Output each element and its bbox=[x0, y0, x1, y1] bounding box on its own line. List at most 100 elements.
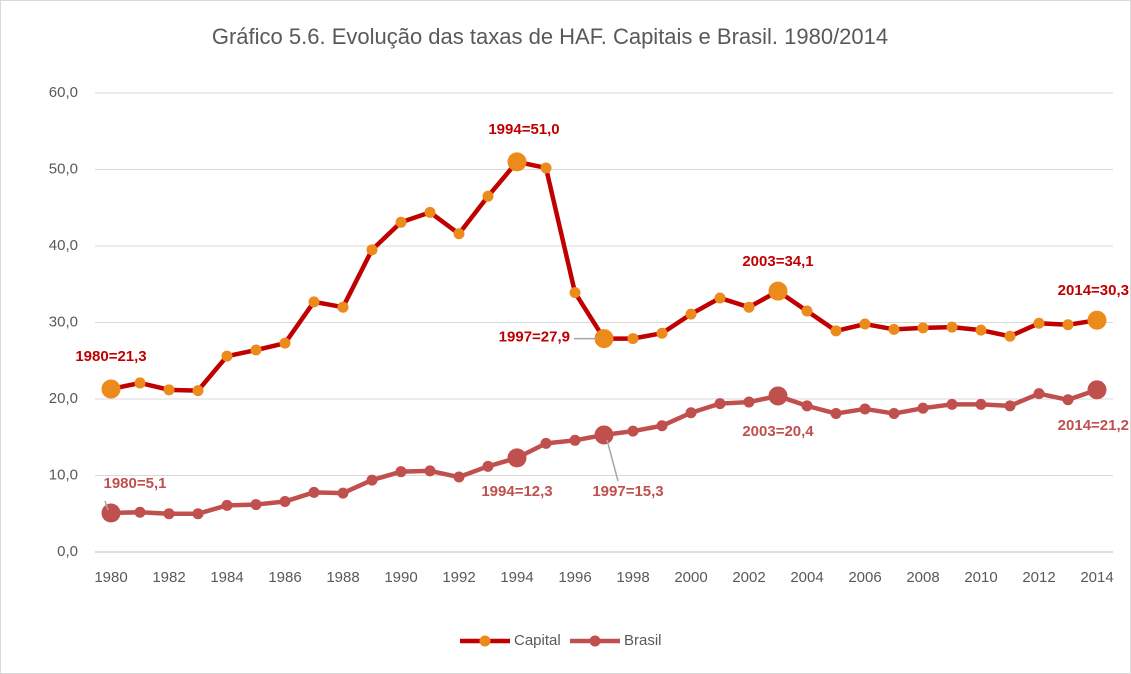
marker bbox=[221, 350, 233, 362]
x-tick-label: 2012 bbox=[1022, 569, 1055, 586]
marker bbox=[859, 403, 871, 415]
data-label: 1980=21,3 bbox=[75, 348, 146, 365]
marker bbox=[946, 398, 958, 410]
marker bbox=[1087, 310, 1107, 330]
x-tick-label: 1998 bbox=[616, 569, 649, 586]
data-label: 2003=20,4 bbox=[742, 423, 814, 440]
data-label: 2014=21,2 bbox=[1058, 417, 1129, 434]
x-tick-label: 1990 bbox=[384, 569, 417, 586]
marker bbox=[1004, 330, 1016, 342]
marker bbox=[279, 337, 291, 349]
legend-label: Brasil bbox=[624, 632, 662, 649]
marker bbox=[685, 308, 697, 320]
marker bbox=[917, 322, 929, 334]
x-tick-label: 1984 bbox=[210, 569, 243, 586]
marker bbox=[1062, 319, 1074, 331]
marker bbox=[366, 244, 378, 256]
marker bbox=[627, 425, 639, 437]
marker bbox=[279, 496, 291, 508]
chart-title: Gráfico 5.6. Evolução das taxas de HAF. … bbox=[212, 24, 888, 49]
marker bbox=[830, 408, 842, 420]
y-tick-label: 40,0 bbox=[49, 237, 78, 254]
marker bbox=[1087, 380, 1107, 400]
x-tick-label: 1988 bbox=[326, 569, 359, 586]
marker bbox=[192, 508, 204, 520]
marker bbox=[714, 292, 726, 304]
marker bbox=[975, 324, 987, 336]
marker bbox=[250, 499, 262, 511]
marker bbox=[424, 206, 436, 218]
x-tick-label: 2006 bbox=[848, 569, 881, 586]
marker bbox=[308, 486, 320, 498]
marker bbox=[656, 420, 668, 432]
legend-label: Capital bbox=[514, 632, 561, 649]
marker bbox=[569, 434, 581, 446]
marker bbox=[482, 190, 494, 202]
data-label: 2014=30,3 bbox=[1058, 282, 1129, 299]
x-tick-label: 2004 bbox=[790, 569, 823, 586]
data-label: 2003=34,1 bbox=[742, 253, 813, 270]
marker bbox=[656, 327, 668, 339]
x-tick-label: 1994 bbox=[500, 569, 533, 586]
marker bbox=[540, 162, 552, 174]
marker bbox=[250, 344, 262, 356]
marker bbox=[768, 386, 788, 406]
marker bbox=[101, 503, 121, 523]
marker bbox=[685, 407, 697, 419]
marker bbox=[163, 508, 175, 520]
marker bbox=[163, 384, 175, 396]
marker bbox=[888, 408, 900, 420]
marker bbox=[1033, 317, 1045, 329]
marker bbox=[192, 385, 204, 397]
marker bbox=[395, 466, 407, 478]
x-tick-label: 2002 bbox=[732, 569, 765, 586]
marker bbox=[594, 329, 614, 349]
marker bbox=[917, 402, 929, 414]
marker bbox=[453, 471, 465, 483]
leader-line bbox=[606, 439, 619, 482]
y-tick-label: 20,0 bbox=[49, 390, 78, 407]
legend-marker bbox=[589, 635, 601, 647]
marker bbox=[337, 301, 349, 313]
x-tick-label: 1980 bbox=[94, 569, 127, 586]
x-tick-label: 1996 bbox=[558, 569, 591, 586]
y-tick-label: 10,0 bbox=[49, 466, 78, 483]
marker bbox=[743, 301, 755, 313]
marker bbox=[507, 448, 527, 468]
legend-marker bbox=[479, 635, 491, 647]
data-label: 1997=15,3 bbox=[592, 483, 663, 500]
data-label: 1994=12,3 bbox=[481, 483, 552, 500]
marker bbox=[830, 325, 842, 337]
marker bbox=[594, 425, 614, 445]
marker bbox=[366, 474, 378, 486]
data-label: 1994=51,0 bbox=[488, 121, 559, 138]
x-tick-label: 2008 bbox=[906, 569, 939, 586]
x-tick-label: 2000 bbox=[674, 569, 707, 586]
x-tick-label: 2010 bbox=[964, 569, 997, 586]
marker bbox=[1004, 400, 1016, 412]
y-tick-label: 30,0 bbox=[49, 313, 78, 330]
marker bbox=[975, 398, 987, 410]
marker bbox=[482, 460, 494, 472]
marker bbox=[801, 305, 813, 317]
marker bbox=[221, 499, 233, 511]
marker bbox=[888, 323, 900, 335]
marker bbox=[768, 281, 788, 301]
y-tick-label: 60,0 bbox=[49, 84, 78, 101]
marker bbox=[946, 321, 958, 333]
marker bbox=[743, 396, 755, 408]
marker bbox=[627, 333, 639, 345]
data-label: 1980=5,1 bbox=[104, 475, 167, 492]
marker bbox=[1062, 394, 1074, 406]
x-tick-label: 1992 bbox=[442, 569, 475, 586]
marker bbox=[801, 400, 813, 412]
marker bbox=[714, 398, 726, 410]
x-tick-label: 2014 bbox=[1080, 569, 1113, 586]
marker bbox=[101, 379, 121, 399]
marker bbox=[1033, 388, 1045, 400]
marker bbox=[569, 287, 581, 299]
marker bbox=[395, 216, 407, 228]
leader-line bbox=[104, 500, 109, 511]
